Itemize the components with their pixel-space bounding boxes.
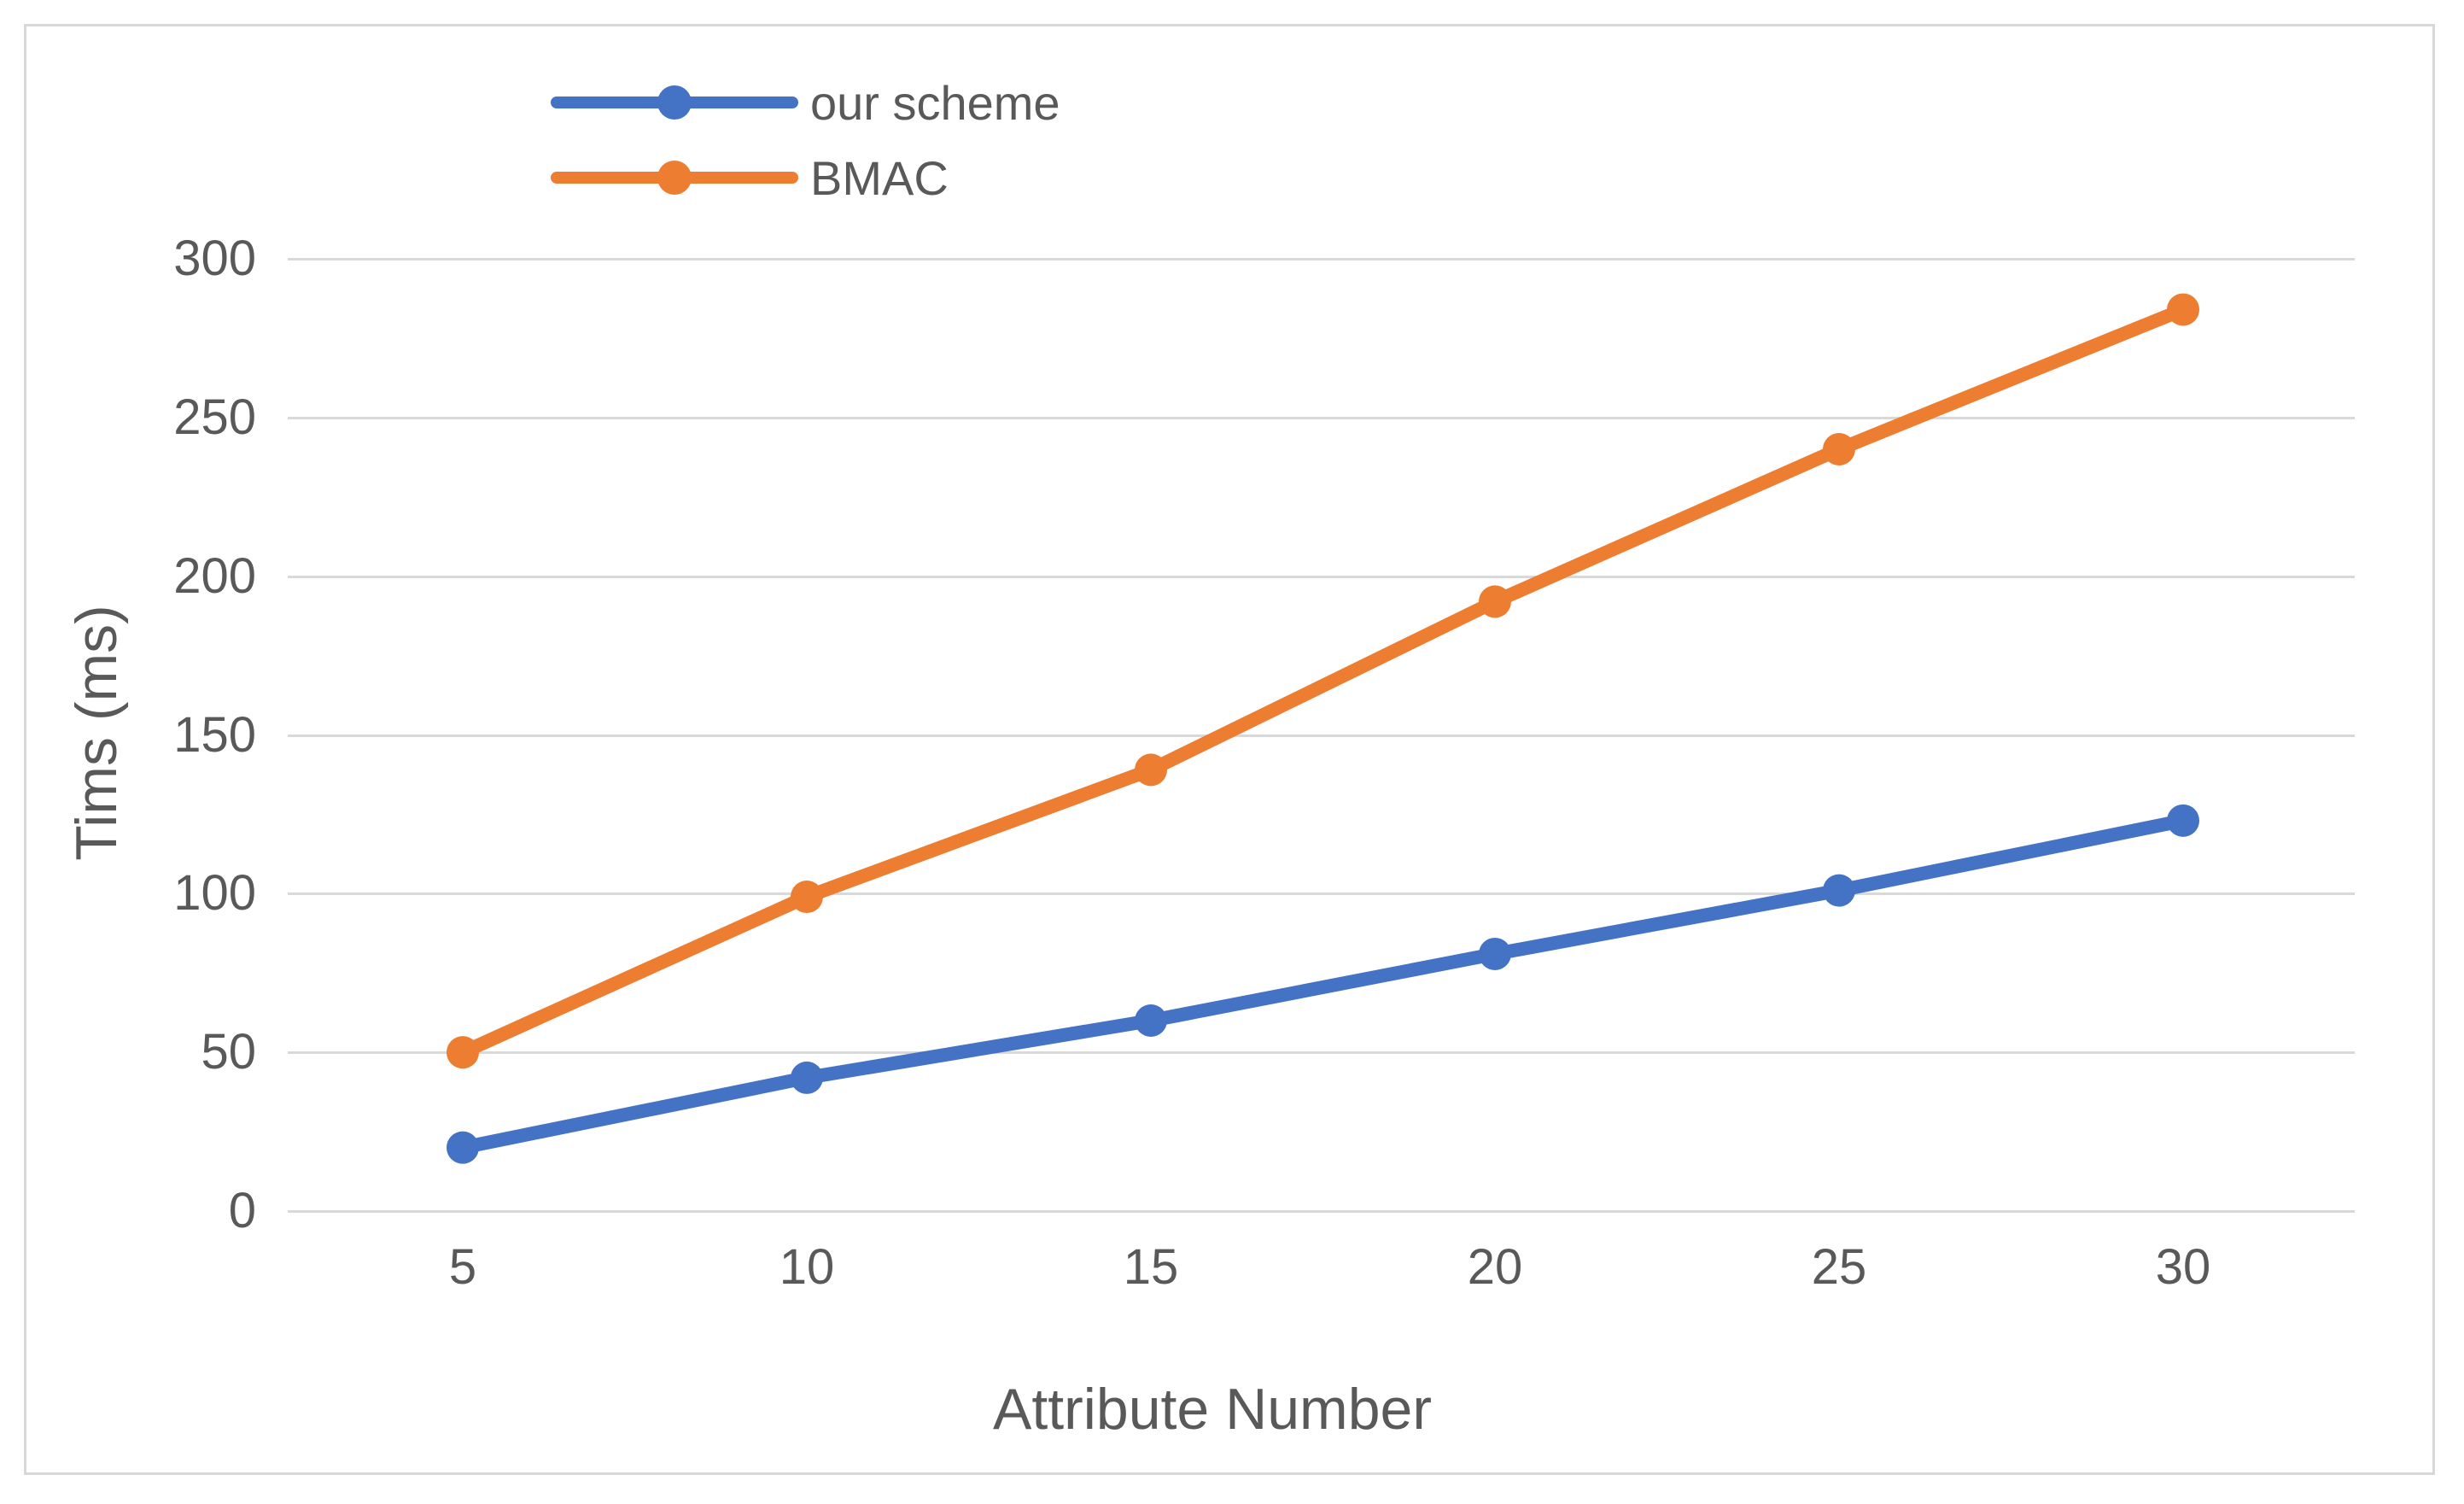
x-tick-label-30: 30 <box>2155 1239 2211 1295</box>
gridline-y-150 <box>288 734 2355 737</box>
data-point-BMAC-x5 <box>447 1036 479 1069</box>
legend-label: BMAC <box>810 150 949 205</box>
data-point-BMAC-x20 <box>1479 585 1511 618</box>
x-tick-label-10: 10 <box>779 1239 835 1295</box>
legend-marker-icon <box>551 85 798 120</box>
gridline-y-200 <box>288 575 2355 578</box>
legend: our scheme BMAC <box>551 65 1060 215</box>
y-tick-label-250: 250 <box>173 389 256 445</box>
chart-frame-border <box>24 24 2435 1475</box>
y-tick-label-300: 300 <box>173 231 256 286</box>
data-point-our-scheme-x30 <box>2167 804 2199 837</box>
data-point-our-scheme-x10 <box>791 1061 823 1094</box>
y-tick-label-200: 200 <box>173 547 256 604</box>
data-point-BMAC-x25 <box>1823 433 1855 465</box>
x-tick-label-25: 25 <box>1811 1239 1867 1295</box>
x-tick-label-5: 5 <box>448 1239 477 1295</box>
legend-item-BMAC: BMAC <box>551 140 1060 215</box>
data-point-our-scheme-x20 <box>1479 937 1511 970</box>
y-axis-title: Tims (ms) <box>64 605 129 861</box>
legend-marker-icon <box>551 161 798 195</box>
series-line-BMAC <box>456 302 2190 1060</box>
series-line-our-scheme <box>456 813 2190 1155</box>
data-point-our-scheme-x15 <box>1135 1004 1167 1037</box>
data-point-BMAC-x15 <box>1135 753 1167 787</box>
x-tick-label-15: 15 <box>1123 1239 1179 1295</box>
gridline-y-100 <box>288 892 2355 896</box>
data-point-BMAC-x30 <box>2167 293 2199 326</box>
gridline-y-250 <box>288 416 2355 419</box>
data-point-our-scheme-x5 <box>447 1131 479 1164</box>
y-tick-label-150: 150 <box>173 706 256 763</box>
y-tick-label-0: 0 <box>228 1183 256 1238</box>
legend-item-our-scheme: our scheme <box>551 65 1060 140</box>
gridline-y-300 <box>288 258 2355 260</box>
gridline-y-50 <box>288 1051 2355 1055</box>
legend-dot-swatch <box>657 85 692 120</box>
gridline-y-0 <box>288 1210 2355 1213</box>
x-axis-title: Attribute Number <box>993 1377 1432 1442</box>
x-tick-label-20: 20 <box>1467 1239 1523 1295</box>
y-tick-label-50: 50 <box>201 1024 256 1080</box>
data-point-BMAC-x10 <box>791 881 823 914</box>
legend-label: our scheme <box>810 75 1060 130</box>
y-tick-label-100: 100 <box>173 865 256 922</box>
legend-dot-swatch <box>657 161 692 195</box>
data-point-our-scheme-x25 <box>1823 874 1855 907</box>
